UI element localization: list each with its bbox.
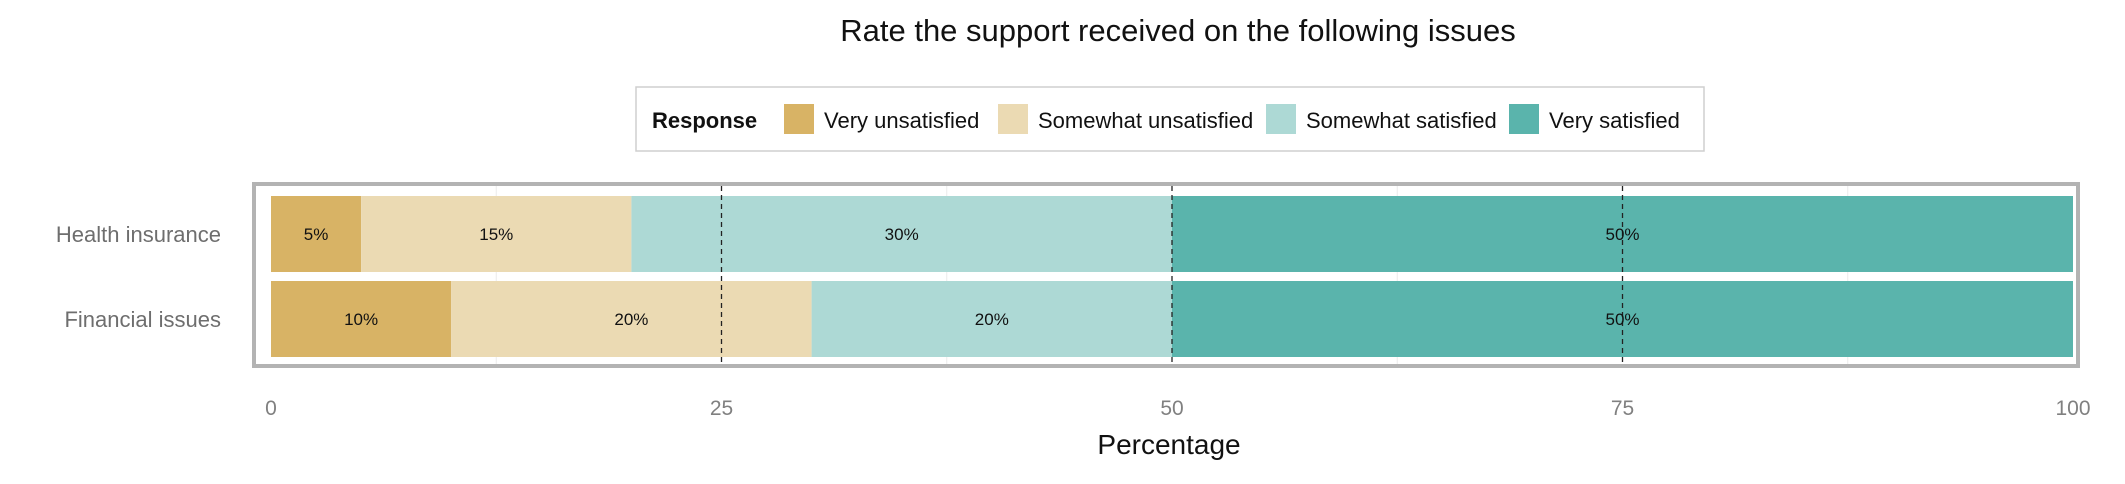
legend-swatch xyxy=(1509,104,1539,134)
bar-segment xyxy=(451,281,812,357)
bar-label: 5% xyxy=(304,225,329,244)
bar-segment xyxy=(1172,281,2073,357)
bar-label: 20% xyxy=(614,310,648,329)
legend-swatch xyxy=(998,104,1028,134)
x-tick-label: 100 xyxy=(2055,397,2090,420)
legend-label: Very satisfied xyxy=(1549,108,1680,133)
bar-label: 10% xyxy=(344,310,378,329)
bar-label: 30% xyxy=(885,225,919,244)
bar-label: 50% xyxy=(1605,225,1639,244)
bar-label: 15% xyxy=(479,225,513,244)
chart-title: Rate the support received on the followi… xyxy=(840,13,1516,48)
legend-label: Somewhat satisfied xyxy=(1306,108,1497,133)
legend-title: Response xyxy=(652,108,757,133)
y-tick-label: Financial issues xyxy=(64,307,221,332)
legend: Response Very unsatisfied Somewhat unsati… xyxy=(635,86,1705,152)
legend-label: Very unsatisfied xyxy=(824,108,979,133)
bar-segment xyxy=(271,281,452,357)
plot-panel: 5% 15% 30% 50% 10% 20% 20% 50% xyxy=(252,182,2080,368)
x-tick-label: 0 xyxy=(265,397,277,420)
x-tick-label: 25 xyxy=(710,397,733,420)
bar-segment xyxy=(271,196,362,272)
bar-segment xyxy=(811,281,1172,357)
x-tick-label: 75 xyxy=(1611,397,1634,420)
bar-label: 50% xyxy=(1605,310,1639,329)
bar-label: 20% xyxy=(975,310,1009,329)
x-tick-label: 50 xyxy=(1160,397,1183,420)
y-tick-label: Health insurance xyxy=(56,222,221,247)
legend-swatch xyxy=(784,104,814,134)
x-axis: 0 25 50 75 100 xyxy=(265,397,2090,420)
y-axis: Health insurance Financial issues xyxy=(56,222,221,332)
legend-swatch xyxy=(1266,104,1296,134)
x-axis-title: Percentage xyxy=(1097,429,1240,460)
bar-segment xyxy=(361,196,632,272)
legend-label: Somewhat unsatisfied xyxy=(1038,108,1253,133)
